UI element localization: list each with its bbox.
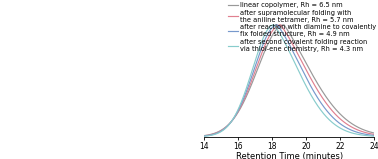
after second covalent folding reaction
via thiol-ene chemistry, Rh = 4.3 nm [270,24,275,26]
linear copolymer, Rh = 6.5 nm [222,127,227,129]
Line: linear copolymer, Rh = 6.5 nm: linear copolymer, Rh = 6.5 nm [204,25,378,136]
Line: after supramolecular folding with
the aniline tetramer, Rh = 5.7 nm: after supramolecular folding with the an… [204,25,378,136]
linear copolymer, Rh = 6.5 nm [282,24,286,26]
linear copolymer, Rh = 6.5 nm [377,133,378,135]
X-axis label: Retention Time (minutes): Retention Time (minutes) [235,152,343,159]
after supramolecular folding with
the aniline tetramer, Rh = 5.7 nm [278,24,283,26]
after supramolecular folding with
the aniline tetramer, Rh = 5.7 nm [202,135,206,137]
after second covalent folding reaction
via thiol-ene chemistry, Rh = 4.3 nm [233,114,237,116]
after reaction with diamine to covalently
fix folded structure, Rh = 4.9 nm [275,24,279,26]
after second covalent folding reaction
via thiol-ene chemistry, Rh = 4.3 nm [202,135,206,137]
after reaction with diamine to covalently
fix folded structure, Rh = 4.9 nm [270,26,275,28]
after reaction with diamine to covalently
fix folded structure, Rh = 4.9 nm [377,135,378,137]
Line: after second covalent folding reaction
via thiol-ene chemistry, Rh = 4.3 nm: after second covalent folding reaction v… [204,25,378,136]
Legend: linear copolymer, Rh = 6.5 nm, after supramolecular folding with
the aniline tet: linear copolymer, Rh = 6.5 nm, after sup… [228,2,376,52]
after supramolecular folding with
the aniline tetramer, Rh = 5.7 nm [270,30,275,32]
after supramolecular folding with
the aniline tetramer, Rh = 5.7 nm [377,134,378,136]
after reaction with diamine to covalently
fix folded structure, Rh = 4.9 nm [202,135,206,137]
after supramolecular folding with
the aniline tetramer, Rh = 5.7 nm [222,127,227,129]
after supramolecular folding with
the aniline tetramer, Rh = 5.7 nm [233,115,237,117]
linear copolymer, Rh = 6.5 nm [202,135,206,137]
linear copolymer, Rh = 6.5 nm [233,116,237,118]
linear copolymer, Rh = 6.5 nm [278,25,283,27]
Line: after reaction with diamine to covalently
fix folded structure, Rh = 4.9 nm: after reaction with diamine to covalentl… [204,25,378,136]
linear copolymer, Rh = 6.5 nm [358,127,362,129]
after second covalent folding reaction
via thiol-ene chemistry, Rh = 4.3 nm [278,34,283,36]
after reaction with diamine to covalently
fix folded structure, Rh = 4.9 nm [358,132,362,134]
after second covalent folding reaction
via thiol-ene chemistry, Rh = 4.3 nm [271,24,276,26]
after second covalent folding reaction
via thiol-ene chemistry, Rh = 4.3 nm [358,134,362,136]
after reaction with diamine to covalently
fix folded structure, Rh = 4.9 nm [278,28,283,30]
linear copolymer, Rh = 6.5 nm [270,34,275,36]
after second covalent folding reaction
via thiol-ene chemistry, Rh = 4.3 nm [377,135,378,137]
after supramolecular folding with
the aniline tetramer, Rh = 5.7 nm [358,130,362,132]
after reaction with diamine to covalently
fix folded structure, Rh = 4.9 nm [233,115,237,117]
after reaction with diamine to covalently
fix folded structure, Rh = 4.9 nm [222,128,227,130]
after second covalent folding reaction
via thiol-ene chemistry, Rh = 4.3 nm [222,128,227,130]
after supramolecular folding with
the aniline tetramer, Rh = 5.7 nm [278,24,283,26]
